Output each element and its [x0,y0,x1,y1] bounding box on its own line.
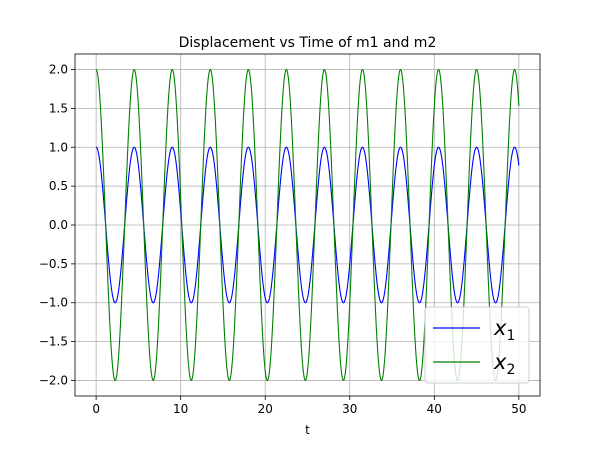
y-tick-label: −2.0 [39,373,68,387]
legend: x1 x2 [424,306,530,384]
legend-x1-subscript: 1 [506,328,515,344]
x-tick-label: 30 [342,402,357,416]
series-line-x2 [95,68,520,382]
x-tick-label: 40 [427,402,442,416]
x-tick-label: 10 [173,402,188,416]
series-lines [95,68,520,382]
y-tick-label: −1.0 [39,296,68,310]
y-tick-label: −0.5 [39,257,68,271]
x-axis-label: t [305,423,310,437]
y-tick-label: 1.5 [49,101,68,115]
x-tick-label: 50 [511,402,526,416]
legend-x2-subscript: 2 [506,362,515,378]
y-tick-label: −1.5 [39,335,68,349]
chart-title: Displacement vs Time of m1 and m2 [179,35,437,51]
x-tick-label: 0 [92,402,100,416]
x-tick-label: 20 [258,402,273,416]
x-axis-ticks: 0 10 20 30 40 50 [92,396,527,416]
y-tick-label: 0.5 [49,179,68,193]
legend-x1-label: x1 [493,316,515,344]
y-axis-ticks: 2.0 1.5 1.0 0.5 0.0 −0.5 −1.0 −1.5 −2.0 [39,63,75,387]
grid [75,54,540,396]
legend-x2-symbol: x [493,350,507,374]
legend-x2-label: x2 [493,350,515,378]
y-tick-label: 0.0 [49,218,68,232]
legend-box [424,306,530,384]
y-tick-label: 2.0 [49,63,68,77]
legend-x1-symbol: x [493,316,507,340]
y-tick-label: 1.0 [49,140,68,154]
